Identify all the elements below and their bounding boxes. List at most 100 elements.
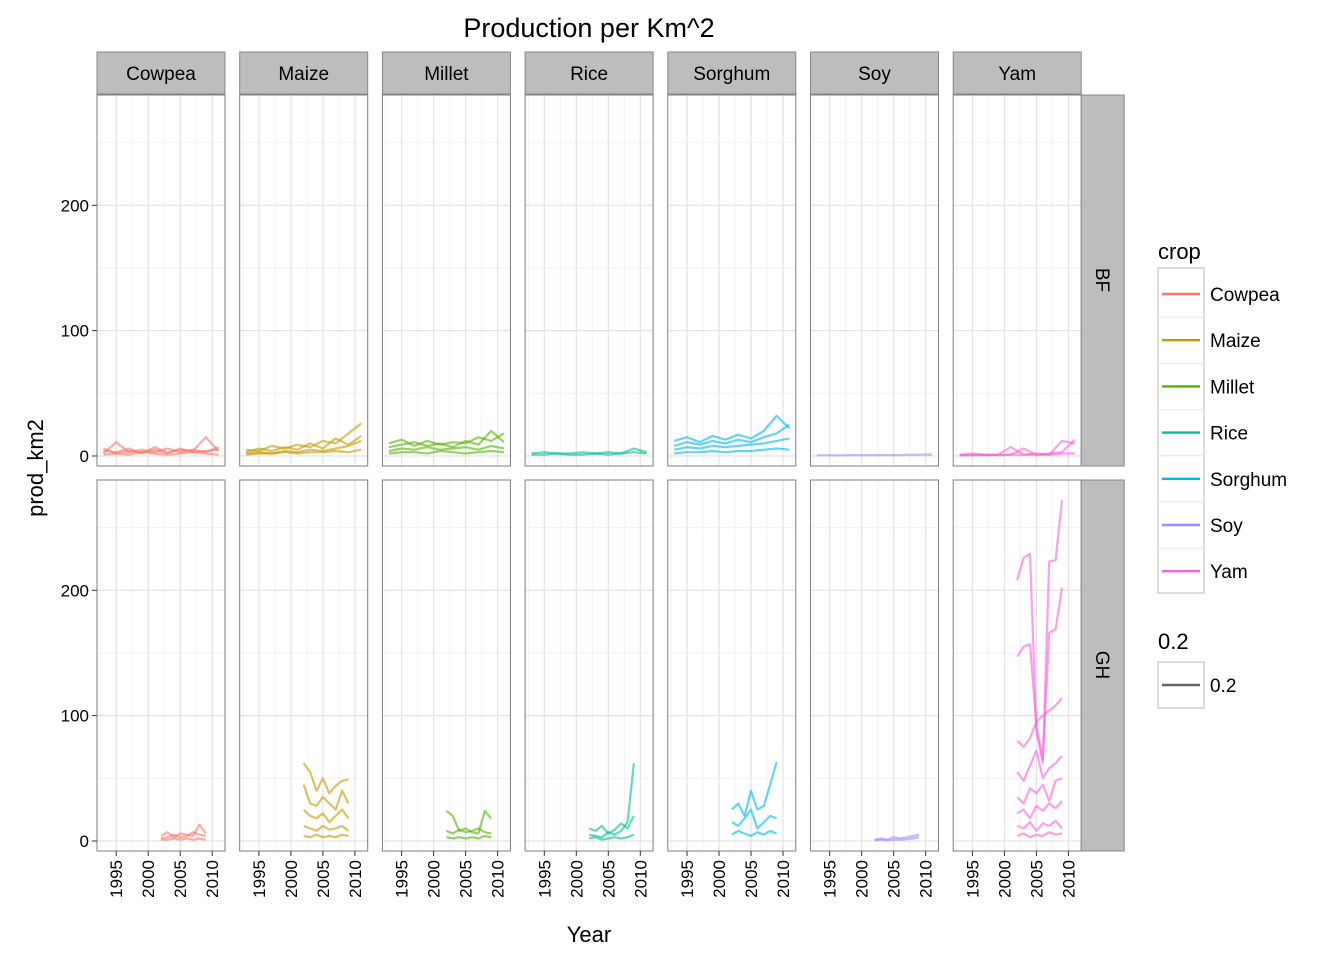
legend-alpha-label: 0.2 <box>1210 676 1236 697</box>
panel-background <box>525 95 654 466</box>
legend-label-soy: Soy <box>1210 516 1243 537</box>
panel-border <box>667 94 797 467</box>
x-tick-label: 2010 <box>203 860 222 898</box>
panel-gh-soy <box>810 479 939 852</box>
x-tick-label: 2010 <box>489 860 508 898</box>
panel-border <box>810 94 939 467</box>
series-line-maize <box>302 762 349 795</box>
panel-border <box>96 479 226 852</box>
series-line-yam <box>1016 777 1063 805</box>
panel-background <box>953 95 1082 466</box>
panel-gh-sorghum <box>667 479 797 852</box>
panel-gh-maize <box>239 479 369 852</box>
x-tick-label: 1995 <box>107 860 126 898</box>
panel-border <box>239 479 369 852</box>
x-tick-label: 1995 <box>250 860 269 898</box>
panel-border <box>239 94 369 467</box>
series-line-cowpea <box>103 451 219 456</box>
panel-bf-maize <box>239 94 369 467</box>
x-tick-label: 2010 <box>1059 860 1078 898</box>
x-tick-label: 1995 <box>963 860 982 898</box>
y-tick-label: 100 <box>61 707 89 726</box>
series-line-sorghum <box>731 761 778 818</box>
facet-strip-yam <box>952 51 1082 95</box>
series-line-yam <box>1016 749 1063 782</box>
panel-background <box>953 480 1082 851</box>
x-tick-label: 2010 <box>774 860 793 898</box>
y-tick-label: 0 <box>80 447 89 466</box>
row-strip-label-gh: GH <box>1091 651 1112 680</box>
facet-strip-label-sorghum: Sorghum <box>693 64 770 85</box>
series-line-rice <box>588 763 635 839</box>
x-tick-label: 2010 <box>631 860 650 898</box>
panel-border <box>810 479 939 852</box>
series-line-millet <box>445 809 493 835</box>
series-line-maize <box>245 434 362 454</box>
panel-gh-rice <box>524 479 654 852</box>
legend-label-sorghum: Sorghum <box>1210 470 1287 491</box>
row-strip-label-bf: BF <box>1091 268 1112 292</box>
series-line-maize <box>245 448 362 456</box>
panel-background <box>382 95 511 466</box>
x-tick-label: 2010 <box>917 860 936 898</box>
series-line-rice <box>531 447 648 455</box>
facet-strip-rice <box>524 51 654 95</box>
facet-strip-label-cowpea: Cowpea <box>126 64 196 85</box>
x-tick-label: 1995 <box>678 860 697 898</box>
series-line-sorghum <box>673 437 790 451</box>
series-line-millet <box>388 429 505 449</box>
series-line-sorghum <box>731 808 778 830</box>
x-tick-label: 2005 <box>885 860 904 898</box>
x-tick-label: 2005 <box>314 860 333 898</box>
series-line-rice <box>531 451 647 456</box>
facet-strip-millet <box>381 51 511 95</box>
series-line-yam <box>959 452 1075 457</box>
series-line-sorghum <box>673 423 791 447</box>
x-axis-title: Year <box>567 922 611 947</box>
facet-strip-label-yam: Yam <box>998 64 1036 85</box>
panel-background <box>382 480 511 851</box>
panel-gh-cowpea <box>96 479 226 852</box>
y-axis-title: prod_km2 <box>23 419 48 517</box>
panel-border <box>381 479 511 852</box>
legend-label-maize: Maize <box>1210 331 1261 352</box>
panel-border <box>667 479 797 852</box>
x-tick-label: 1995 <box>393 860 412 898</box>
panel-gh-yam <box>952 479 1082 852</box>
y-tick-label: 0 <box>80 832 89 851</box>
x-tick-label: 2005 <box>599 860 618 898</box>
facet-strip-label-millet: Millet <box>424 64 469 85</box>
panel-border <box>524 479 654 852</box>
x-tick-label: 2000 <box>567 860 586 898</box>
series-line-yam <box>1016 800 1063 820</box>
legend-label-cowpea: Cowpea <box>1210 285 1280 306</box>
x-tick-label: 2005 <box>742 860 761 898</box>
series-line-cowpea <box>103 436 220 455</box>
x-tick-label: 2000 <box>710 860 729 898</box>
row-strip-gh <box>1080 479 1125 852</box>
facet-strip-sorghum <box>667 51 797 95</box>
panel-bf-cowpea <box>96 94 226 467</box>
series-line-yam <box>1016 697 1063 749</box>
legend-label-yam: Yam <box>1210 562 1248 583</box>
panel-background <box>810 480 939 851</box>
panel-bf-rice <box>524 94 654 467</box>
panel-background <box>667 480 796 851</box>
x-tick-label: 2000 <box>139 860 158 898</box>
panel-background <box>239 95 368 466</box>
x-tick-label: 2000 <box>853 860 872 898</box>
facet-strip-label-soy: Soy <box>858 64 891 85</box>
series-line-maize <box>303 824 350 833</box>
series-line-maize <box>302 808 350 824</box>
series-line-maize <box>303 833 349 839</box>
facet-strip-maize <box>239 51 369 95</box>
panel-background <box>97 480 225 851</box>
series-line-maize <box>302 784 350 811</box>
series-line-rice <box>588 815 635 835</box>
y-tick-label: 200 <box>61 581 89 600</box>
x-tick-label: 1995 <box>535 860 554 898</box>
series-line-rice <box>588 833 635 841</box>
panel-bf-sorghum <box>667 94 797 467</box>
facet-strip-soy <box>810 51 939 95</box>
series-line-cowpea <box>160 823 207 839</box>
